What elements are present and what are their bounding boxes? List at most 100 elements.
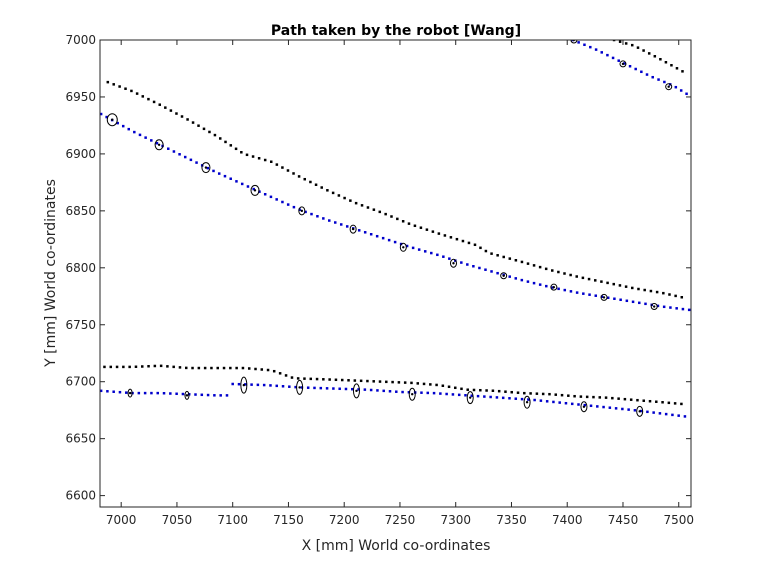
path-dot [687,308,691,312]
path-dot [437,232,441,235]
y-tick-label: 6950 [65,90,96,104]
path-dot [133,130,136,134]
path-dot [375,234,379,238]
path-dot [297,175,301,178]
path-dot [275,198,278,201]
path-dot [457,393,461,397]
path-dot [150,391,153,395]
path-dot [300,386,304,389]
path-dot [621,407,624,411]
path-dot [403,381,407,384]
path-dot [497,389,501,393]
path-dot [105,115,108,119]
path-dot [372,380,375,383]
path-dot [573,394,576,398]
path-dot [443,234,447,237]
ellipse-center [157,143,161,146]
path-dot [430,251,433,255]
path-dot [290,376,294,379]
path-dot [397,381,401,384]
path-dot [600,51,603,54]
ellipse-center [253,189,257,192]
uncertainty-ellipse [449,258,457,268]
path-dot [213,394,216,397]
uncertainty-ellipse [650,303,658,311]
path-dot [455,237,459,241]
x-tick-label: 7300 [440,513,471,527]
path-dot [191,366,194,370]
path-dot [449,236,453,239]
path-dot [269,384,272,387]
path-dot [490,270,493,273]
path-dot [520,397,524,401]
path-dot [252,187,255,191]
ellipse-center [204,166,208,169]
path-dot [425,228,429,231]
path-dot [251,155,255,158]
path-dot [681,70,684,73]
path-dot [662,291,665,295]
y-tick-label: 6850 [65,204,96,218]
path-dot [583,43,586,47]
y-tick-label: 6650 [65,432,96,446]
path-dot [476,394,480,398]
path-dot [353,379,357,382]
ellipse-center [502,274,505,277]
uncertainty-ellipse [240,376,248,394]
uncertainty-ellipse [154,139,164,151]
path-dot [351,387,354,391]
path-dot [240,182,244,186]
path-dot [642,399,645,402]
uncertainty-ellipse [619,60,627,68]
path-dot [432,391,436,395]
path-dot [354,201,358,205]
ellipse-center [525,401,529,404]
path-dot [115,365,119,369]
y-tick-label: 6700 [65,375,96,389]
path-dot [332,387,335,390]
path-dot [263,193,267,196]
path-dot [504,390,507,393]
path-dot [417,248,421,251]
path-dot [258,190,261,193]
path-dot [191,121,195,124]
path-dot [588,293,591,296]
path-dot [598,396,602,399]
path-dot [508,257,512,260]
path-dot [337,194,341,197]
path-dot [166,365,169,368]
path-dot [210,366,213,370]
path-dot [624,285,628,288]
path-dot [558,401,561,404]
path-dot [378,380,382,383]
path-dot [663,80,666,84]
uncertainty-ellipse [296,379,304,395]
path-dot [659,57,662,61]
path-dot [579,395,583,398]
path-dot [118,85,121,88]
path-dot [294,385,297,389]
path-dot [557,287,560,291]
path-dot [272,369,276,373]
path-dot [369,233,373,236]
path-dot [200,393,204,397]
path-dot [495,396,499,399]
path-dot [423,250,427,253]
path-dot [419,226,423,229]
path-dot [529,392,532,395]
path-dot [611,396,614,400]
path-dot [575,275,578,278]
path-dot [197,124,200,127]
path-dot [313,386,316,390]
path-dot [472,265,475,268]
path-dot [661,401,664,404]
path-dot [618,284,622,287]
path-dot [391,380,394,384]
path-dot [619,298,622,302]
ellipse-center [667,85,670,88]
path-dot [390,215,393,218]
path-dot [366,379,369,383]
uncertainty-ellipse [570,40,578,44]
path-dot [593,279,597,282]
